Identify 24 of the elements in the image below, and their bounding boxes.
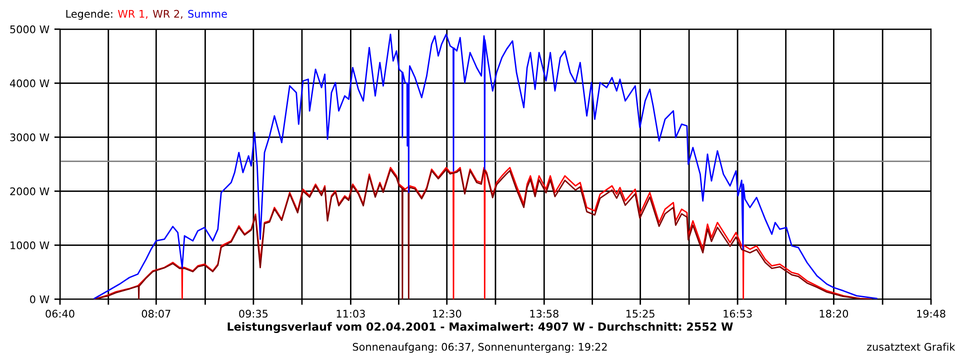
x-tick-label: 11:03	[336, 310, 365, 318]
text: WR 2,	[152, 10, 182, 19]
y-tick-label: 3000 W	[10, 133, 50, 142]
x-tick-label: 18:20	[820, 310, 848, 318]
text: Sonnenaufgang: 06:37, Sonnenuntergang: 19:22	[352, 342, 607, 353]
y-tick-label: 2000 W	[10, 187, 50, 196]
y-tick-label: 4000 W	[10, 79, 50, 88]
y-tick-label: 0 W	[30, 295, 50, 304]
y-tick-label: 5000 W	[10, 25, 50, 34]
text: Summe	[188, 10, 227, 18]
x-tick-label: 13:58	[530, 310, 558, 318]
text: WR 1,	[118, 10, 148, 19]
text: zusatztext Grafik	[867, 342, 956, 351]
text: Leistungsverlauf vom 02.04.2001 - Maximalwert: 4907 W - Durchschnitt: 2552 W	[228, 322, 733, 333]
x-tick-label: 19:48	[917, 310, 946, 318]
x-tick-label: 06:40	[46, 310, 74, 318]
y-tick-label: 1000 W	[10, 241, 50, 250]
line-series	[94, 34, 878, 300]
x-tick-label: 09:35	[239, 310, 268, 318]
legend-title: Legende:	[66, 10, 112, 20]
x-tick-label: 15:25	[626, 310, 654, 318]
x-tick-label: 16:53	[724, 310, 752, 318]
x-tick-label: 08:07	[142, 310, 170, 318]
x-tick-label: 12:30	[433, 310, 462, 318]
